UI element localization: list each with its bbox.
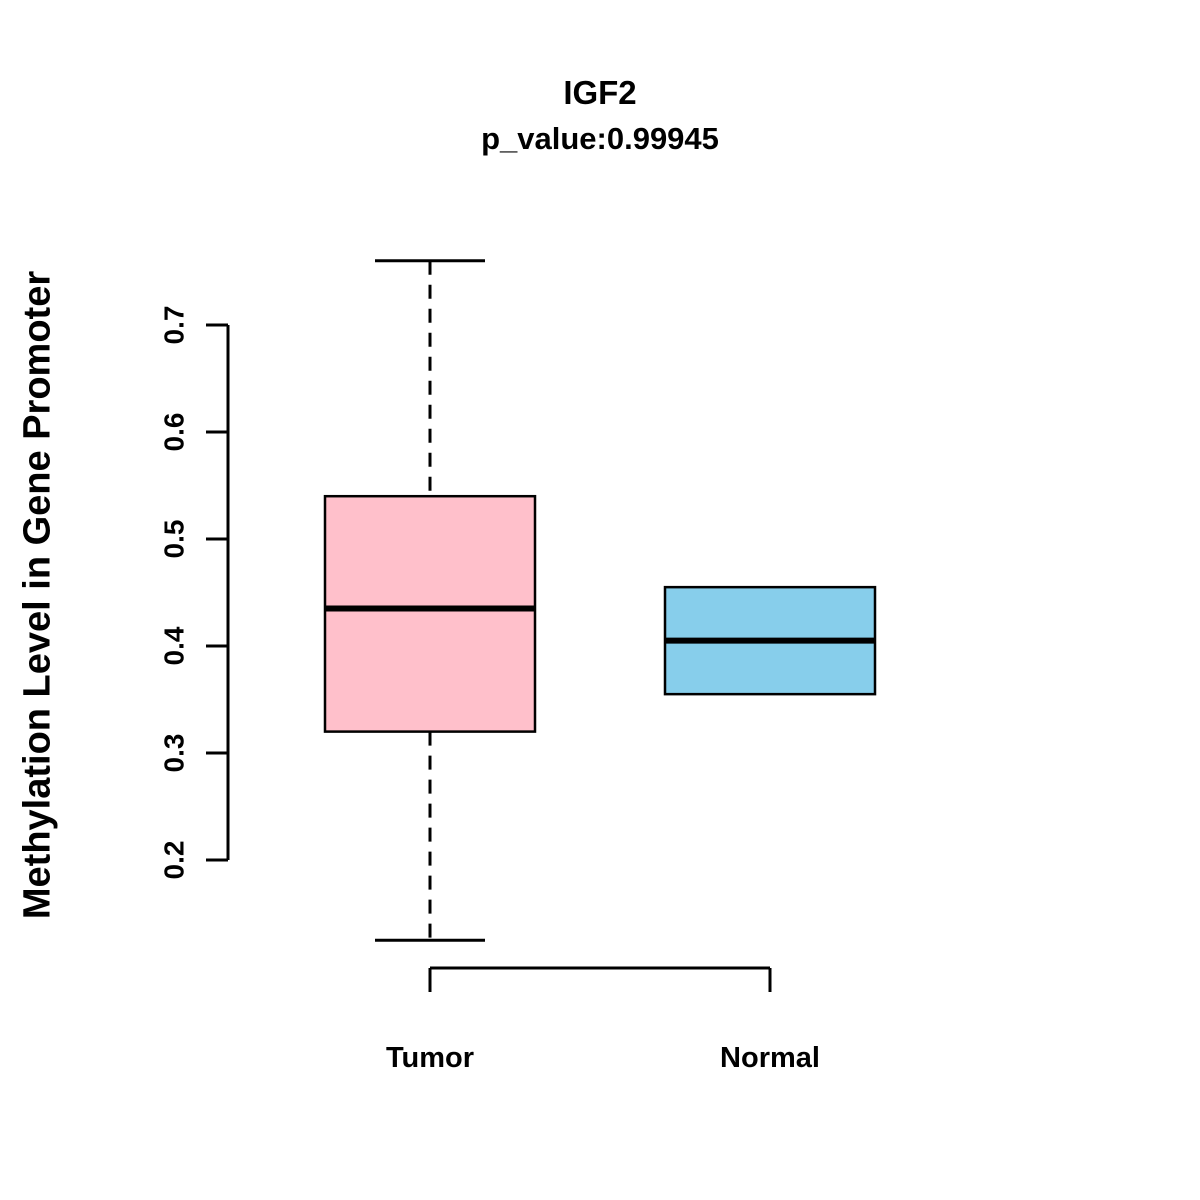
x-tick-label-normal: Normal [720, 1042, 820, 1074]
y-tick-label: 0.3 [158, 734, 189, 773]
chart-title: IGF2 [563, 74, 637, 111]
y-tick-label: 0.2 [158, 841, 189, 880]
chart-subtitle: p_value:0.99945 [481, 121, 719, 156]
box-tumor [323, 494, 537, 733]
y-tick-label: 0.5 [158, 520, 189, 559]
y-tick-label: 0.7 [158, 306, 189, 345]
y-tick-label: 0.4 [158, 626, 189, 665]
y-tick-label: 0.6 [158, 413, 189, 452]
x-tick-label-tumor: Tumor [385, 1042, 475, 1074]
